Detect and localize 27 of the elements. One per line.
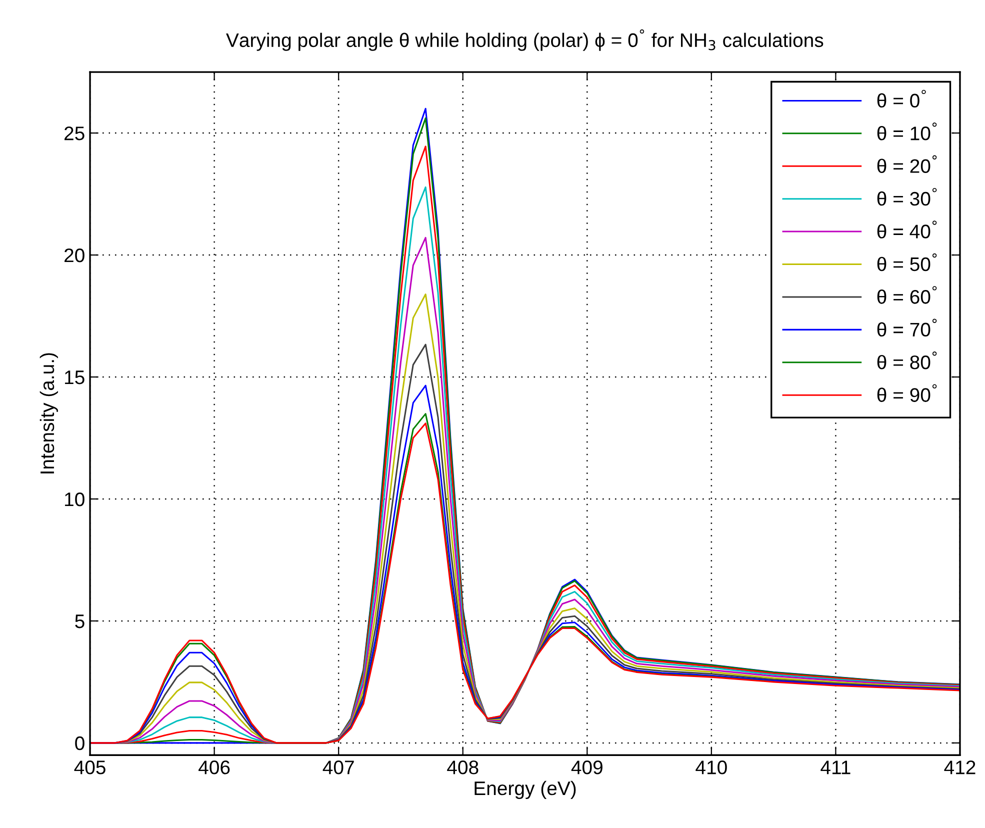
x-tick-label: 407	[322, 760, 354, 774]
y-tick-label: 15	[65, 370, 84, 384]
x-tick-label: 410	[696, 760, 727, 774]
x-tick-label: 411	[820, 760, 850, 774]
y-tick-label: 20	[64, 248, 84, 262]
legend-label: θ = 10$^{°}$	[877, 122, 937, 140]
x-tick-label: 409	[571, 760, 602, 774]
legend-label: θ = 70$^{°}$	[877, 318, 937, 337]
legend-label: θ = 50$^{°}$	[877, 253, 937, 272]
y-tick-label: 25	[64, 126, 84, 140]
legend-label: θ = 30$^{°}$	[877, 188, 937, 206]
x-tick-label: 405	[74, 760, 106, 774]
y-axis-title: Intensity (a.u.)	[40, 353, 58, 474]
legend-label: θ = 20$^{°}$	[877, 155, 937, 173]
y-tick-label: 0	[75, 736, 84, 750]
y-tick-label: 5	[75, 614, 84, 628]
y-tick-label: 10	[65, 492, 84, 506]
legend-label: θ = 0$^{°}$	[877, 90, 926, 108]
x-axis-title: Energy (eV)	[474, 780, 576, 800]
legend-label: θ = 90$^{°}$	[877, 384, 937, 402]
x-tick-label: 406	[198, 760, 230, 774]
legend-label: θ = 60$^{°}$	[877, 286, 937, 304]
legend-label: θ = 40$^{°}$	[877, 220, 937, 238]
x-tick-label: 408	[447, 760, 478, 774]
chart-title: Varying polar angle θ while holding (polar) ϕ = 0$^{°}$ for NH$_{3}$ calculations	[226, 29, 824, 51]
legend-label: θ = 80$^{°}$	[877, 351, 937, 370]
x-tick-label: 412	[944, 760, 976, 774]
